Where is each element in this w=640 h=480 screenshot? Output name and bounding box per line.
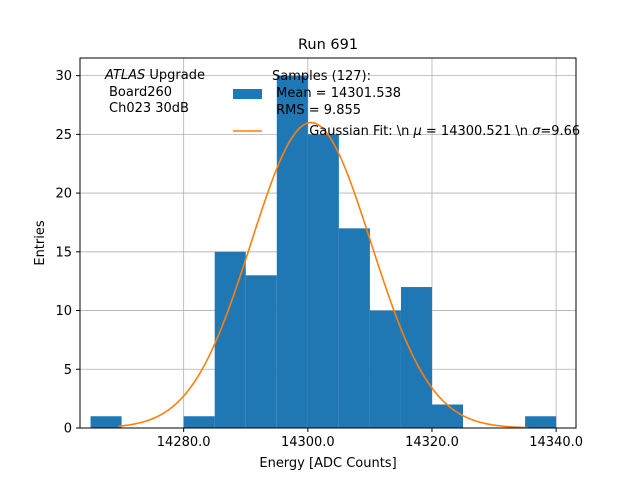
x-tick-label: 14320.0	[405, 435, 459, 450]
x-axis-ticks: 14280.0 14300.0 14320.0 14340.0	[157, 428, 583, 450]
legend-histogram-label-1: Samples (127):	[272, 69, 371, 84]
x-tick-label: 14280.0	[157, 435, 211, 450]
legend-fit-label: Gaussian Fit: \n μ = 14300.521 \n σ=9.66	[272, 124, 609, 139]
y-axis-ticks: 0 5 10 15 20 25 30	[55, 69, 80, 437]
plot-frame	[79, 57, 577, 429]
annotation-line-3: Ch023 30dB	[109, 101, 189, 116]
histogram-bars	[90, 75, 557, 428]
x-tick-label: 14300.0	[281, 435, 335, 450]
y-tick-label: 5	[64, 363, 72, 378]
histogram-bar	[214, 251, 246, 428]
y-tick-label: 30	[55, 69, 72, 84]
legend: Samples (127): Mean = 14301.538 RMS = 9.…	[233, 69, 609, 139]
legend-fit-mu: μ	[412, 124, 421, 139]
histogram-bar	[431, 404, 464, 428]
histogram-bar	[307, 134, 339, 428]
y-tick-label: 20	[55, 187, 72, 202]
legend-histogram-label-3: RMS = 9.855	[272, 103, 361, 118]
legend-histogram-swatch	[233, 89, 262, 99]
histogram-bar	[525, 416, 557, 428]
y-axis-label: Entries	[33, 220, 48, 266]
y-tick-label: 15	[55, 245, 72, 260]
annotation-line-1: ATLAS Upgrade	[104, 68, 205, 83]
legend-histogram-label-2: Mean = 14301.538	[272, 86, 401, 101]
annotation-line-2: Board260	[109, 85, 172, 100]
histogram-bar	[400, 287, 432, 428]
histogram-bar	[369, 310, 401, 428]
legend-fit-mid: = 14300.521 \n	[422, 124, 532, 139]
gaussian-fit-curve	[118, 121, 529, 429]
legend-fit-suffix: =9.66	[540, 124, 580, 139]
annotation-atlas: ATLAS	[104, 68, 145, 83]
histogram-bar	[276, 75, 308, 428]
y-tick-label: 10	[55, 304, 72, 319]
atlas-annotation: ATLAS Upgrade Board260 Ch023 30dB	[104, 68, 205, 116]
x-axis-label: Energy [ADC Counts]	[259, 456, 396, 471]
legend-fit-prefix: Gaussian Fit: \n	[309, 124, 413, 139]
y-tick-label: 25	[55, 128, 72, 143]
histogram-bar	[338, 228, 370, 428]
y-tick-label: 0	[64, 422, 72, 437]
histogram-bar	[245, 275, 277, 428]
legend-fit-sigma: σ	[532, 124, 541, 139]
annotation-upgrade: Upgrade	[145, 68, 205, 83]
x-tick-label: 14340.0	[529, 435, 583, 450]
chart-title: Run 691	[298, 37, 358, 53]
gaussian-fit	[118, 121, 529, 429]
histogram-bar	[183, 416, 215, 428]
histogram-bar	[90, 416, 122, 428]
